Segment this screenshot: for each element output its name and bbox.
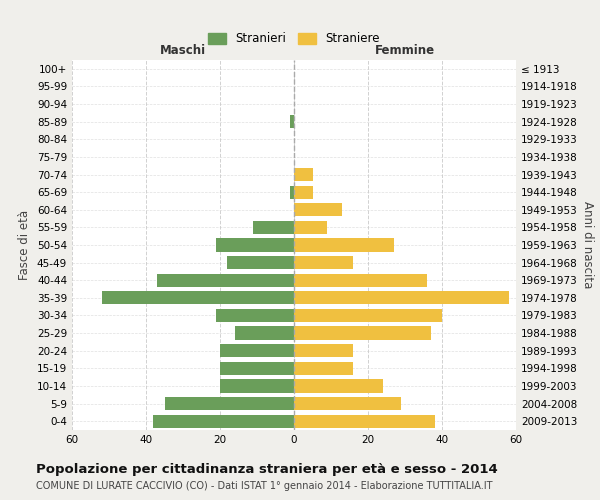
Bar <box>227 256 294 269</box>
Text: Maschi: Maschi <box>160 44 206 58</box>
Text: Femmine: Femmine <box>375 44 435 58</box>
Bar <box>217 309 294 322</box>
Bar <box>294 186 313 198</box>
Bar <box>294 414 434 428</box>
Text: Popolazione per cittadinanza straniera per età e sesso - 2014: Popolazione per cittadinanza straniera p… <box>36 462 498 475</box>
Bar <box>294 362 353 375</box>
Bar <box>294 397 401 410</box>
Bar <box>164 397 294 410</box>
Bar <box>220 344 294 358</box>
Bar <box>294 309 442 322</box>
Bar <box>294 344 353 358</box>
Legend: Stranieri, Straniere: Stranieri, Straniere <box>205 29 383 49</box>
Bar <box>217 238 294 252</box>
Bar <box>220 362 294 375</box>
Bar <box>294 256 353 269</box>
Bar <box>294 238 394 252</box>
Bar <box>101 291 294 304</box>
Y-axis label: Fasce di età: Fasce di età <box>19 210 31 280</box>
Text: COMUNE DI LURATE CACCIVIO (CO) - Dati ISTAT 1° gennaio 2014 - Elaborazione TUTTI: COMUNE DI LURATE CACCIVIO (CO) - Dati IS… <box>36 481 493 491</box>
Bar <box>294 168 313 181</box>
Y-axis label: Anni di nascita: Anni di nascita <box>581 202 594 288</box>
Bar <box>294 326 431 340</box>
Bar <box>294 221 328 234</box>
Bar <box>290 186 294 198</box>
Bar <box>294 291 509 304</box>
Bar <box>154 414 294 428</box>
Bar <box>253 221 294 234</box>
Bar <box>220 380 294 392</box>
Bar <box>294 203 342 216</box>
Bar <box>294 274 427 287</box>
Bar <box>235 326 294 340</box>
Bar <box>157 274 294 287</box>
Bar <box>294 380 383 392</box>
Bar <box>290 115 294 128</box>
